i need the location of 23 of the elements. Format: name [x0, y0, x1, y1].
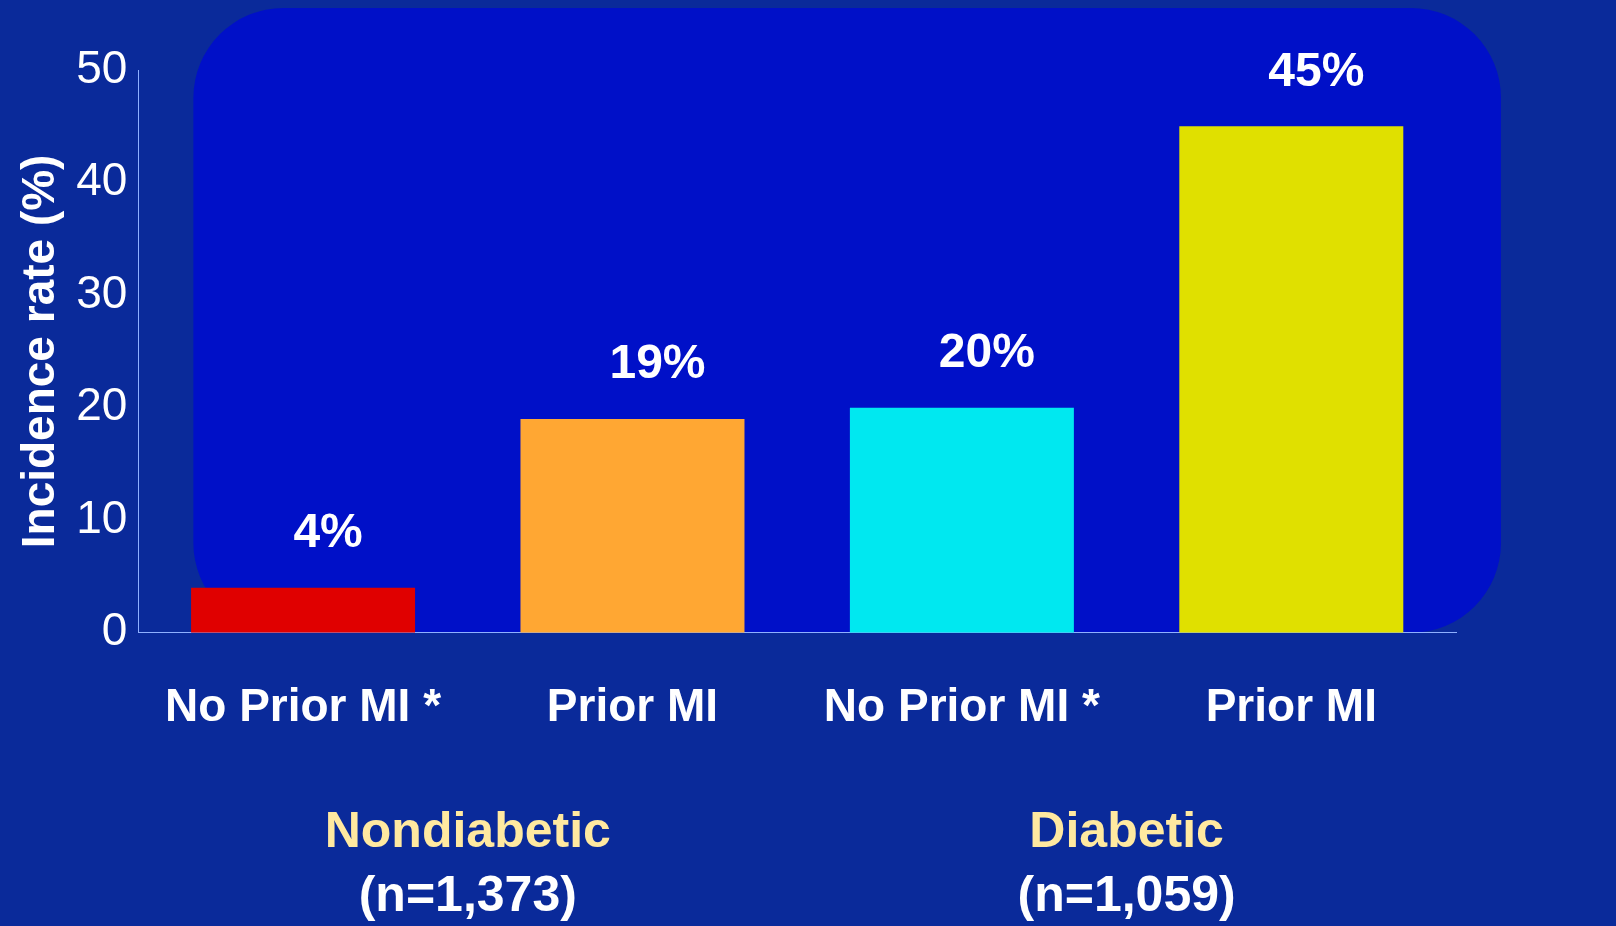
x-tick-label: Prior MI [1205, 679, 1377, 732]
data-label: 45% [1268, 42, 1365, 96]
y-tick-label: 30 [76, 265, 128, 318]
text: (n=1,059) [1017, 865, 1236, 922]
y-axis-title: Incidence rate (%) [12, 154, 65, 549]
data-label: 19% [609, 335, 706, 389]
text: Nondiabetic [324, 801, 611, 858]
bar [520, 418, 745, 633]
x-tick-label: Prior MI [546, 679, 719, 732]
y-tick-label: 0 [101, 603, 128, 656]
y-tick-label: 20 [76, 378, 128, 431]
y-tick-label: 40 [76, 153, 128, 206]
bar [1179, 126, 1404, 633]
data-label: 20% [938, 323, 1035, 377]
bar [849, 407, 1074, 633]
text: Diabetic [1029, 801, 1224, 858]
x-tick-label: No Prior MI * [165, 679, 442, 732]
data-label: 4% [293, 504, 363, 558]
text: (n=1,373) [358, 865, 577, 922]
y-tick-label: 10 [76, 490, 128, 543]
x-tick-label: No Prior MI * [823, 679, 1100, 732]
y-tick-label: 50 [76, 40, 128, 93]
bar [191, 587, 416, 633]
